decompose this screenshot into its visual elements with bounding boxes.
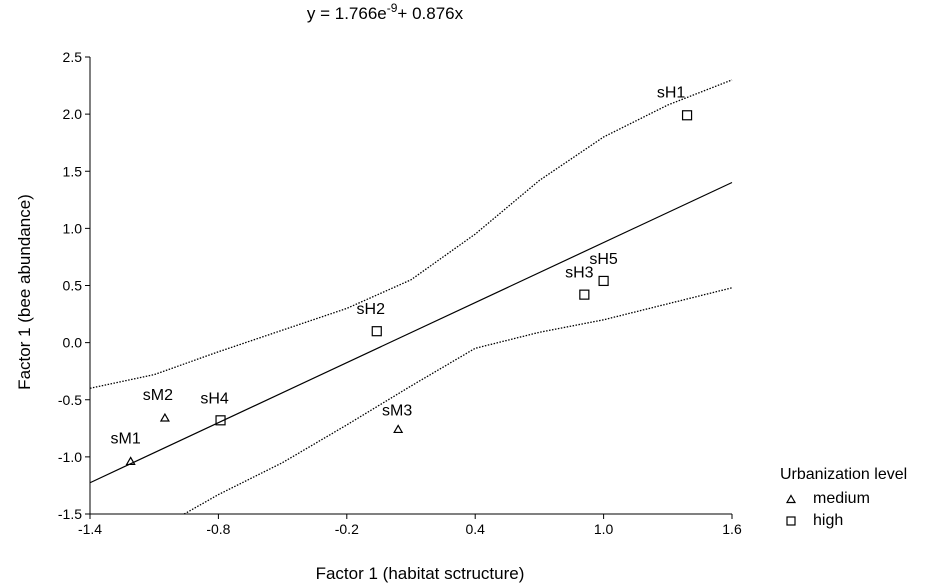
x-tick-label: -0.8 xyxy=(206,521,230,537)
regression-line xyxy=(89,181,733,484)
y-tick-label: 2.5 xyxy=(63,49,83,65)
point-label-sh4: sH4 xyxy=(200,390,229,407)
equation-suffix: + 0.876x xyxy=(397,4,464,23)
y-axis-label: Factor 1 (bee abundance) xyxy=(15,194,34,390)
y-tick-label: -1.0 xyxy=(58,449,82,465)
point-label-sm1: sM1 xyxy=(111,430,141,447)
x-tick-label: 0.4 xyxy=(465,521,485,537)
point-label-sh2: sH2 xyxy=(357,301,386,318)
legend-title: Urbanization level xyxy=(780,466,908,483)
regression-line-group xyxy=(89,181,733,484)
upper-confidence-curve xyxy=(89,79,733,389)
x-tick-label: -1.4 xyxy=(78,521,102,537)
axes: -1.4 -0.8 -0.2 0.4 1.0 1.6 2.5 2.0 1.5 1.0 0.5 0.0 -… xyxy=(58,49,742,537)
legend-label-high: high xyxy=(813,512,844,529)
point-sh5 xyxy=(598,275,609,287)
point-label-sm3: sM3 xyxy=(382,402,412,419)
point-sh2 xyxy=(371,326,382,337)
x-tick-label: 1.6 xyxy=(722,521,742,537)
point-label-sh5: sH5 xyxy=(589,251,618,268)
point-label-sm2: sM2 xyxy=(143,387,173,404)
confidence-band xyxy=(89,79,733,515)
point-sh1 xyxy=(681,110,693,121)
y-tick-label: 0.5 xyxy=(63,278,83,294)
point-sm3 xyxy=(393,424,404,434)
chart-title: y = 1.766e-9+ 0.876x xyxy=(0,1,770,24)
point-sm2 xyxy=(159,412,170,422)
y-tick-label: -1.5 xyxy=(58,506,82,522)
x-axis-label: Factor 1 (habitat sctructure) xyxy=(315,564,525,583)
legend-label-medium: medium xyxy=(813,490,870,507)
data-points: sM1 sM2 sM3 sH1 sH2 sH3 sH4 sH5 xyxy=(111,84,693,466)
x-tick-label: -0.2 xyxy=(335,521,359,537)
y-tick-label: -0.5 xyxy=(58,392,82,408)
point-label-sh3: sH3 xyxy=(565,265,594,282)
square-marker-icon xyxy=(786,516,796,526)
point-label-sh1: sH1 xyxy=(657,84,686,101)
legend: Urbanization level medium high xyxy=(780,466,907,532)
lower-confidence-curve xyxy=(183,287,733,515)
point-sh3 xyxy=(579,289,590,300)
y-tick-label: 1.0 xyxy=(63,220,83,236)
y-tick-label: 0.0 xyxy=(63,335,83,351)
equation-prefix: y = 1.766e xyxy=(306,4,387,23)
x-tick-label: 1.0 xyxy=(594,521,614,537)
point-sh4 xyxy=(215,415,226,426)
y-tick-label: 1.5 xyxy=(63,163,83,179)
equation-exponent: -9 xyxy=(386,1,398,15)
triangle-marker-icon xyxy=(785,494,797,504)
legend-item-high: high xyxy=(780,510,907,532)
y-tick-label: 2.0 xyxy=(63,106,83,122)
legend-item-medium: medium xyxy=(780,488,907,510)
point-sm1 xyxy=(125,456,136,466)
